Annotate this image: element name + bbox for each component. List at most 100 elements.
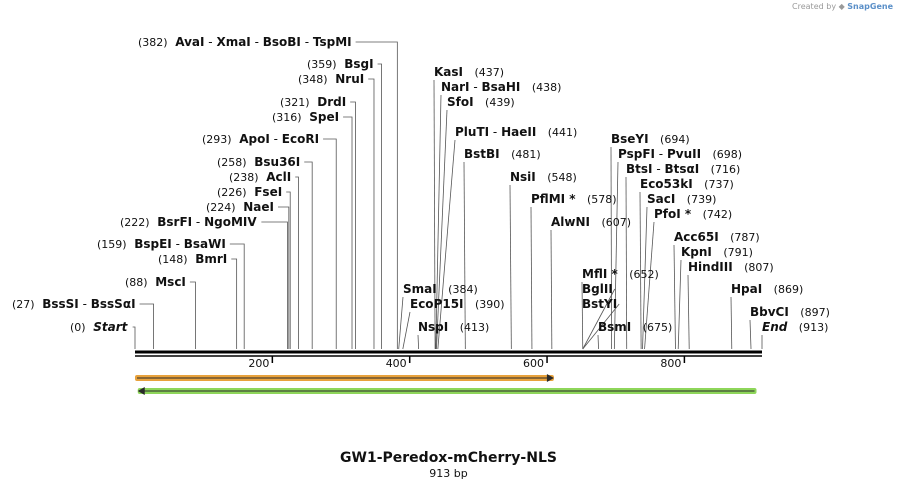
enzyme-name-apoi: ApoI xyxy=(239,132,270,146)
site-label-nari[interactable]: NarI - BsaHI (438) xyxy=(441,80,561,94)
enzyme-name-pfoi: PfoI xyxy=(654,207,681,221)
leader-line xyxy=(435,94,442,350)
site-label-bglii[interactable]: BglII xyxy=(582,282,613,296)
site-gap xyxy=(259,170,267,184)
methylation-star: * xyxy=(565,192,576,206)
enzyme-name-bsgi: BsgI xyxy=(344,57,373,71)
site-label-btsi[interactable]: BtsI - BtsαI (716) xyxy=(626,162,740,176)
enzyme-name-sfoi: SfoI xyxy=(447,95,474,109)
site-label-mfli[interactable]: MflI * (652) xyxy=(582,267,659,281)
leader-line xyxy=(377,63,382,349)
site-gap xyxy=(464,297,475,311)
site-label-bsrfi[interactable]: (222) BsrFI - NgoMIV xyxy=(120,215,257,229)
leader-line xyxy=(673,244,676,350)
arrowhead-right-icon xyxy=(546,374,554,382)
site-gap xyxy=(463,65,474,79)
leader-line xyxy=(730,296,733,350)
site-label-spei[interactable]: (316) SpeI xyxy=(272,110,339,124)
site-label-sfoi[interactable]: SfoI (439) xyxy=(447,95,515,109)
site-label-naei[interactable]: (224) NaeI xyxy=(206,200,274,214)
green-feature[interactable] xyxy=(137,387,757,395)
enzyme-name-nrui: NruI xyxy=(335,72,364,86)
enzyme-name-bsahi: BsaHI xyxy=(482,80,521,94)
site-label-nsii[interactable]: NsiI (548) xyxy=(510,170,577,184)
site-label-bmri[interactable]: (148) BmrI xyxy=(158,252,227,266)
tick-label: 800 xyxy=(660,357,681,370)
site-gap xyxy=(247,155,255,169)
orange-feature[interactable] xyxy=(135,374,554,382)
site-label-kasi[interactable]: KasI (437) xyxy=(434,65,504,79)
site-label-saci[interactable]: SacI (739) xyxy=(647,192,716,206)
leader-line xyxy=(642,206,648,350)
site-label-hpai[interactable]: HpaI (869) xyxy=(731,282,803,296)
site-label-kpni[interactable]: KpnI (791) xyxy=(681,245,753,259)
site-gap xyxy=(188,252,196,266)
site-gap xyxy=(536,170,547,184)
site-label-bspei[interactable]: (159) BspEI - BsaWI xyxy=(97,237,226,251)
site-label-pluti[interactable]: PluTI - HaeII (441) xyxy=(455,125,577,139)
site-gap xyxy=(500,147,511,161)
site-position: (739) xyxy=(687,193,717,206)
leader-line xyxy=(132,326,136,349)
site-label-smai[interactable]: SmaI (384) xyxy=(403,282,478,296)
enzyme-name-bsssi: BssSI xyxy=(42,297,79,311)
map-title: GW1-Peredox-mCherry-NLS xyxy=(340,450,557,466)
site-label-bsmi[interactable]: BsmI (675) xyxy=(598,320,672,334)
site-position: (348) xyxy=(298,73,328,86)
site-label-apoi[interactable]: (293) ApoI - EcoRI xyxy=(202,132,319,146)
site-gap xyxy=(520,80,531,94)
site-gap xyxy=(474,95,485,109)
enzyme-name-msci: MscI xyxy=(155,275,186,289)
site-position: (869) xyxy=(774,283,804,296)
snapgene-watermark: Created by ◆ SnapGene xyxy=(792,2,893,11)
site-label-fsei[interactable]: (226) FseI xyxy=(217,185,282,199)
site-label-msci[interactable]: (88) MscI xyxy=(125,275,186,289)
enzyme-name-pluti: PluTI xyxy=(455,125,489,139)
tick-label: 400 xyxy=(386,357,407,370)
site-label-bsgi[interactable]: (359) BsgI xyxy=(307,57,374,71)
site-label-bstyi[interactable]: BstYI xyxy=(582,297,617,311)
site-position: (238) xyxy=(229,171,259,184)
site-label-eco53ki[interactable]: Eco53kI (737) xyxy=(640,177,734,191)
enzyme-name-nari: NarI xyxy=(441,80,470,94)
site-label-start[interactable]: (0) Start xyxy=(70,320,129,334)
site-label-pspfi[interactable]: PspFI - PvuII (698) xyxy=(618,147,742,161)
site-label-bsssi[interactable]: (27) BssSI - BssSαI xyxy=(12,297,136,311)
site-label-pfoi[interactable]: PfoI * (742) xyxy=(654,207,732,221)
site-label-pflmi[interactable]: PflMI * (578) xyxy=(531,192,617,206)
site-gap xyxy=(35,297,43,311)
site-position: (159) xyxy=(97,238,127,251)
site-label-bseyi[interactable]: BseYI (694) xyxy=(611,132,690,146)
site-label-bstbi[interactable]: BstBI (481) xyxy=(464,147,541,161)
site-label-acc65i[interactable]: Acc65I (787) xyxy=(674,230,760,244)
sequence-ruler: 200 400 600 800 xyxy=(135,350,762,370)
site-label-alwni[interactable]: AlwNI (607) xyxy=(551,215,631,229)
site-position: (258) xyxy=(217,156,247,169)
site-label-ecop15i[interactable]: EcoP15I (390) xyxy=(410,297,505,311)
leader-line xyxy=(639,191,642,350)
leader-line xyxy=(677,259,682,350)
site-label-bbvci[interactable]: BbvCI (897) xyxy=(750,305,830,319)
site-position: (439) xyxy=(485,96,515,109)
site-gap xyxy=(536,125,547,139)
enzyme-name-naei: NaeI xyxy=(243,200,274,214)
site-separator: - xyxy=(79,297,91,311)
leader-line xyxy=(304,161,313,349)
site-label-drdi[interactable]: (321) DrdI xyxy=(280,95,346,109)
site-label-avai[interactable]: (382) AvaI - XmaI - BsoBI - TspMI xyxy=(138,35,352,49)
leader-line xyxy=(286,191,291,349)
site-label-acli[interactable]: (238) AclI xyxy=(229,170,291,184)
site-position: (293) xyxy=(202,133,232,146)
leader-line xyxy=(417,334,420,350)
leader-line xyxy=(625,176,628,350)
methylation-star: * xyxy=(607,267,618,281)
site-label-hindiii[interactable]: HindIII (807) xyxy=(688,260,774,274)
site-label-bsu36i[interactable]: (258) Bsu36I xyxy=(217,155,300,169)
leader-line xyxy=(343,116,353,349)
site-label-nrui[interactable]: (348) NruI xyxy=(298,72,364,86)
site-label-end[interactable]: End (913) xyxy=(762,320,828,334)
site-label-nspi[interactable]: NspI (413) xyxy=(418,320,489,334)
enzyme-name-bsawi: BsaWI xyxy=(184,237,226,251)
site-gap xyxy=(302,110,310,124)
enzyme-name-drdi: DrdI xyxy=(317,95,346,109)
